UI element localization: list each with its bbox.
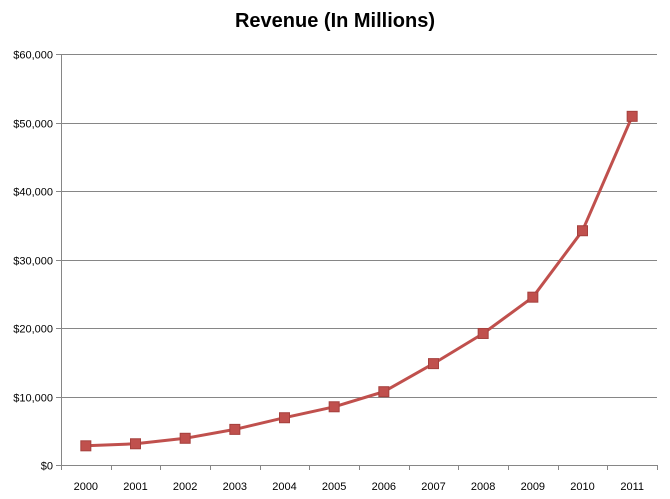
x-tick-label: 2003	[223, 481, 247, 493]
x-tick-label: 2007	[421, 481, 445, 493]
data-point-marker	[428, 358, 439, 370]
data-point-marker	[179, 432, 191, 444]
x-tick-label: 2005	[322, 481, 346, 493]
x-tick-label: 2008	[471, 481, 495, 493]
chart-title: Revenue (In Millions)	[234, 10, 436, 32]
y-tick-label: $20,000	[13, 324, 53, 336]
axes	[56, 54, 658, 470]
y-tick-label: $60,000	[13, 50, 53, 62]
x-tick-label: 2001	[123, 481, 147, 493]
data-point-marker	[626, 110, 638, 122]
y-tick-label: $50,000	[13, 119, 53, 131]
y-axis-tick-labels: $0 $10,000 $20,000 $30,000 $40,000 $50,000 $60…	[13, 50, 53, 473]
data-point-marker	[527, 291, 539, 303]
series-revenue	[80, 110, 638, 452]
x-tick-label: 2004	[272, 481, 296, 493]
x-tick-label: 2011	[620, 481, 644, 493]
data-point-marker	[328, 401, 340, 413]
y-tick-label: $30,000	[13, 256, 53, 268]
x-tick-label: 2002	[173, 481, 197, 493]
y-tick-label: $0	[41, 461, 53, 473]
gridlines	[61, 54, 657, 398]
data-point-marker	[577, 225, 588, 237]
data-point-marker	[378, 386, 390, 398]
data-point-marker	[130, 438, 141, 450]
y-tick-label: $10,000	[13, 393, 53, 405]
x-tick-label: 2006	[372, 481, 396, 493]
data-point-marker	[229, 423, 241, 435]
data-point-marker	[80, 440, 92, 452]
x-tick-label: 2009	[521, 481, 545, 493]
data-point-marker	[279, 412, 290, 424]
y-tick-label: $40,000	[13, 187, 53, 199]
x-tick-label: 2000	[74, 481, 98, 493]
data-point-marker	[477, 327, 489, 339]
x-tick-label: 2010	[570, 481, 594, 493]
x-axis-tick-labels: 2000 2001 2002 2003 2004 2005 2006 2007 2008 2009…	[74, 481, 644, 493]
series-line	[85, 115, 634, 448]
